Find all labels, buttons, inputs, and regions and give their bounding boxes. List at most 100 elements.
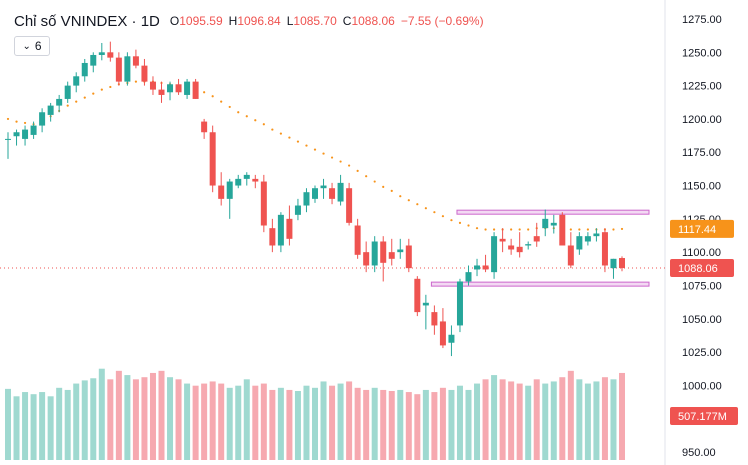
- candle-body: [593, 233, 600, 237]
- volume-bar: [337, 383, 344, 460]
- ma-point: [356, 169, 359, 172]
- ma-point: [373, 180, 376, 183]
- candle-body: [474, 265, 481, 270]
- volume-bar: [542, 383, 549, 460]
- candle-body: [201, 121, 208, 133]
- volume-bar: [30, 394, 37, 460]
- symbol-title[interactable]: Chỉ số VNINDEX · 1D: [14, 13, 160, 30]
- volume-bar: [192, 385, 199, 460]
- candle-body: [158, 89, 165, 95]
- candle-body: [294, 205, 301, 215]
- indicators-toggle[interactable]: ⌄ 6: [14, 36, 50, 56]
- ma-point: [330, 156, 334, 159]
- zone-box: [456, 209, 650, 215]
- volume-bar: [226, 387, 233, 460]
- ma-point: [586, 228, 589, 231]
- candle-body: [226, 181, 233, 199]
- last-price-label-bg: [670, 259, 734, 278]
- ma-point: [450, 219, 453, 222]
- ma-value-label-bg: [670, 219, 734, 238]
- ma-point: [15, 120, 18, 123]
- candle-body: [559, 214, 566, 246]
- ma-point: [6, 117, 10, 121]
- candle-body: [542, 218, 549, 229]
- volume-bar: [107, 379, 114, 460]
- volume-bar: [499, 379, 506, 460]
- candle-body: [22, 129, 29, 139]
- interval-label: 1D: [140, 12, 160, 30]
- y-tick-label: 1100.00: [682, 247, 721, 259]
- ma-point: [134, 80, 138, 83]
- ma-point: [100, 88, 103, 91]
- volume-bar: [209, 381, 216, 460]
- candle-body: [508, 245, 515, 250]
- ma-point: [305, 144, 308, 147]
- candle-body: [439, 321, 446, 346]
- candle-body: [610, 258, 617, 269]
- volume-bar: [346, 381, 353, 460]
- volume-bar: [243, 379, 250, 460]
- volume-bar: [601, 377, 608, 460]
- ma-point: [569, 228, 572, 231]
- y-tick-label: 1025.00: [682, 347, 722, 359]
- ma-point: [271, 128, 274, 131]
- ma-point: [578, 228, 581, 231]
- ma-point: [475, 227, 479, 230]
- candle-body: [303, 192, 310, 206]
- candle-body: [243, 174, 250, 179]
- candle-body: [115, 57, 122, 82]
- ma-point: [484, 228, 487, 231]
- volume-bar: [149, 372, 156, 460]
- candle-body: [218, 185, 225, 199]
- candle-body: [456, 281, 463, 326]
- ma-point: [510, 228, 513, 231]
- candle-body: [260, 181, 267, 226]
- volume-bar: [439, 387, 446, 460]
- y-tick-label: 1225.00: [682, 81, 722, 93]
- ma-point: [527, 228, 530, 231]
- volume-bar: [414, 394, 421, 460]
- volume-value-label: 507.177M: [678, 411, 727, 423]
- volume-bar: [593, 381, 600, 460]
- volume-bar: [465, 389, 472, 460]
- ma-point: [245, 115, 248, 118]
- candle-body: [405, 245, 412, 269]
- candle-body: [5, 138, 11, 140]
- volume-bar: [184, 383, 191, 460]
- ma-point: [518, 228, 521, 231]
- last-price-label: 1088.06: [678, 263, 718, 275]
- volume-bar: [303, 385, 310, 460]
- candle-body: [431, 312, 438, 326]
- ma-point: [296, 140, 300, 143]
- volume-bar: [64, 389, 71, 460]
- volume-bar: [329, 385, 336, 460]
- ma-point: [66, 104, 69, 107]
- candle-body: [107, 52, 114, 58]
- candle-body: [64, 85, 71, 99]
- volume-bar: [456, 385, 463, 460]
- volume-bar: [525, 385, 532, 460]
- y-tick-label: 1250.00: [682, 47, 722, 59]
- ma-point: [23, 121, 27, 125]
- ma-point: [348, 164, 351, 167]
- candle-body: [73, 76, 80, 86]
- volume-bar: [448, 389, 455, 460]
- volume-bar: [491, 375, 498, 460]
- y-tick-label: 1200.00: [682, 114, 722, 126]
- volume-bar: [286, 389, 293, 460]
- candle-body: [354, 225, 361, 255]
- high-value: 1096.84: [237, 14, 281, 28]
- high-label: H: [228, 14, 238, 28]
- ma-point: [228, 105, 231, 109]
- volume-bar: [5, 388, 11, 460]
- candle-body: [167, 84, 174, 93]
- ma-point: [458, 221, 462, 224]
- candle-body: [448, 334, 455, 343]
- candle-body: [329, 188, 336, 199]
- candle-body: [269, 228, 276, 246]
- volume-bar: [98, 368, 105, 460]
- volume-bar: [516, 383, 523, 460]
- candle-body: [312, 188, 318, 199]
- ma-point: [211, 95, 214, 98]
